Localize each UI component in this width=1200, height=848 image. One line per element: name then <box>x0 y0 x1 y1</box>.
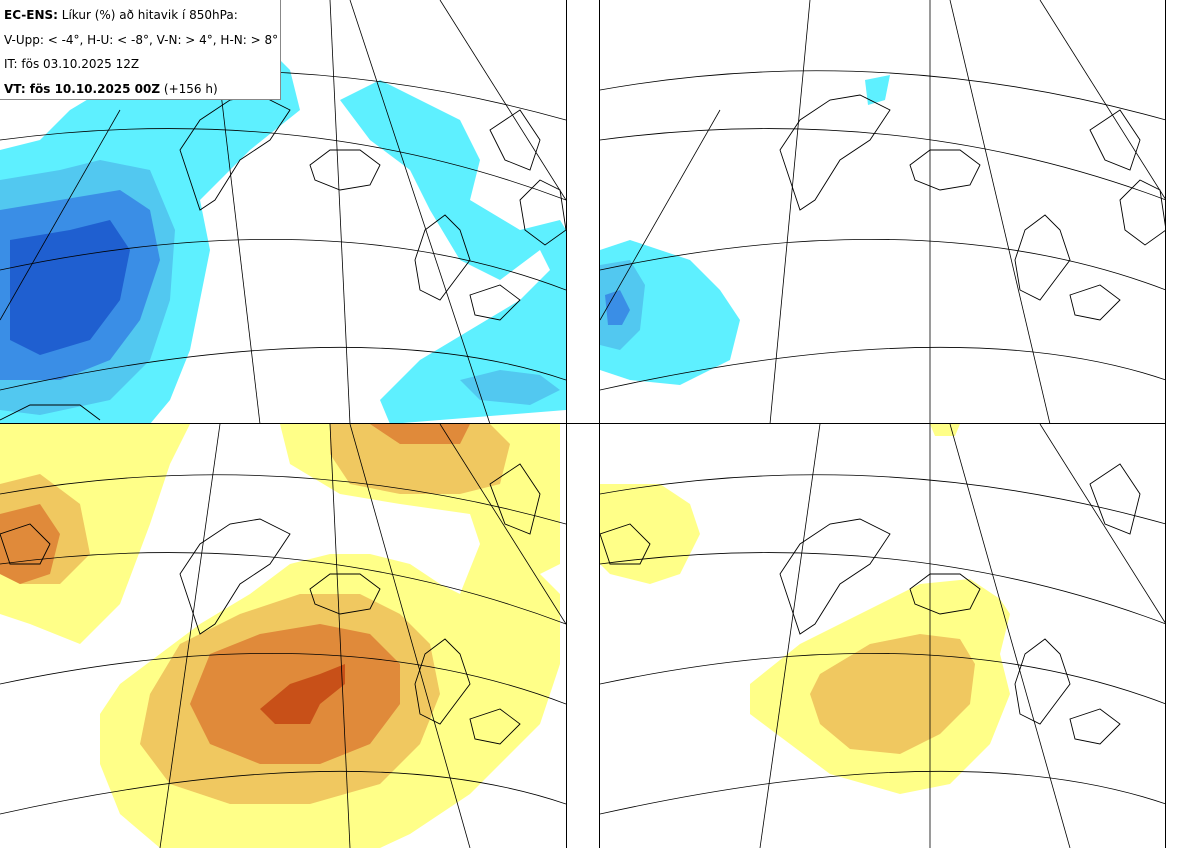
legend-model: EC-ENS: <box>4 8 58 22</box>
prob-area-95 <box>10 220 130 355</box>
prob-area-5-small <box>865 75 890 105</box>
prob-area-35 <box>810 634 975 754</box>
map-panel-cold-moderate: EC-ENS: Líkur (%) að hitavik í 850hPa: V… <box>0 0 566 424</box>
map-canvas <box>600 424 1166 848</box>
map-canvas <box>0 424 566 848</box>
horizontal-divider <box>0 423 1166 424</box>
prob-area-95 <box>260 664 345 724</box>
graticule <box>0 424 566 848</box>
map-canvas <box>600 0 1166 424</box>
prob-area-5b <box>340 80 566 424</box>
prob-area-65 <box>605 290 630 325</box>
prob-area-35 <box>330 424 510 494</box>
graticule <box>600 0 1166 424</box>
legend-description: Líkur (%) að hitavik í 850hPa: <box>57 8 238 22</box>
right-border <box>1165 0 1166 848</box>
prob-area-5 <box>600 484 700 584</box>
legend-valid-time: VT: fös 10.10.2025 00Z (+156 h) <box>4 77 280 102</box>
prob-area-5 <box>0 424 190 644</box>
graticule <box>600 424 1166 848</box>
legend-valid-time-value: VT: fös 10.10.2025 00Z <box>4 81 161 96</box>
prob-area-35b <box>460 370 560 405</box>
map-panel-warm-strong: 1009565355 <box>600 424 1166 848</box>
legend-init-time: IT: fös 03.10.2025 12Z <box>4 57 140 71</box>
legend-thresholds: V-Upp: < -4°, H-U: < -8°, V-N: > 4°, H-N… <box>4 32 279 47</box>
coastlines <box>779 94 1166 321</box>
legend-box: EC-ENS: Líkur (%) að hitavik í 850hPa: V… <box>0 0 281 100</box>
legend-title: EC-ENS: Líkur (%) að hitavik í 850hPa: <box>4 3 280 28</box>
coastlines <box>0 463 541 745</box>
map-panel-cold-strong: 1009565355 <box>600 0 1166 424</box>
legend-lead-time: (+156 h) <box>160 81 218 96</box>
vertical-divider <box>566 0 567 848</box>
map-panel-warm-moderate: 1009565355 <box>0 424 566 848</box>
coastlines <box>600 463 1141 745</box>
prob-area-65b <box>370 424 470 444</box>
vertical-divider-right <box>599 0 600 848</box>
coastlines <box>0 94 566 421</box>
prob-area-5-small <box>930 424 960 436</box>
